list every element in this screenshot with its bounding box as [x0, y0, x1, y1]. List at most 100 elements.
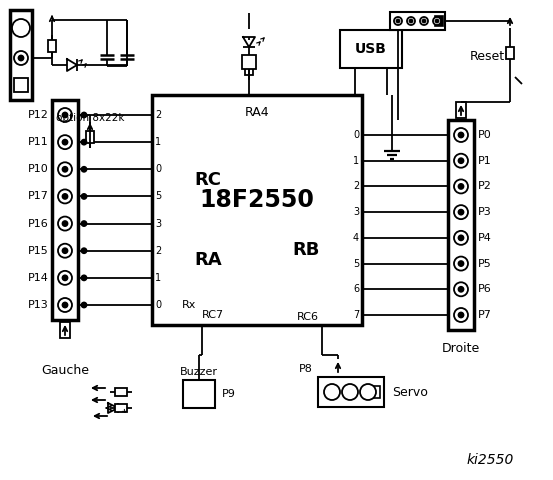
- Text: USB: USB: [355, 42, 387, 56]
- Circle shape: [454, 308, 468, 322]
- Circle shape: [422, 20, 425, 23]
- Circle shape: [62, 276, 67, 280]
- Bar: [242, 55, 256, 69]
- Bar: [152, 95, 362, 325]
- Bar: [14, 78, 28, 92]
- Text: 2: 2: [353, 181, 359, 192]
- Circle shape: [342, 384, 358, 400]
- Bar: [52, 100, 78, 320]
- Circle shape: [394, 17, 402, 25]
- Bar: [435, 16, 443, 26]
- Text: 1: 1: [155, 137, 161, 147]
- Text: Buzzer: Buzzer: [180, 367, 218, 377]
- Circle shape: [81, 302, 86, 308]
- Text: P17: P17: [28, 192, 49, 202]
- Bar: [115, 404, 127, 412]
- Text: 0: 0: [155, 164, 161, 174]
- Text: Rx: Rx: [182, 300, 196, 310]
- Text: 0: 0: [155, 300, 161, 310]
- Circle shape: [58, 271, 72, 285]
- Circle shape: [454, 180, 468, 193]
- Bar: [506, 47, 514, 59]
- Circle shape: [12, 19, 30, 37]
- Bar: [183, 380, 215, 408]
- Text: P11: P11: [28, 137, 49, 147]
- Text: 5: 5: [353, 259, 359, 269]
- Text: 18F2550: 18F2550: [200, 188, 315, 212]
- Circle shape: [454, 205, 468, 219]
- Circle shape: [420, 17, 428, 25]
- Text: P4: P4: [478, 233, 492, 243]
- Circle shape: [433, 17, 441, 25]
- Circle shape: [62, 221, 67, 226]
- Circle shape: [62, 248, 67, 253]
- Text: P3: P3: [478, 207, 492, 217]
- Text: P16: P16: [28, 218, 49, 228]
- Circle shape: [458, 210, 463, 215]
- Circle shape: [454, 154, 468, 168]
- Bar: [115, 388, 127, 396]
- Circle shape: [18, 56, 23, 60]
- Bar: [10, 10, 32, 100]
- Text: Servo: Servo: [392, 385, 428, 398]
- Text: 7: 7: [353, 310, 359, 320]
- Circle shape: [436, 20, 439, 23]
- Circle shape: [458, 312, 463, 317]
- Text: P12: P12: [28, 110, 49, 120]
- Circle shape: [458, 132, 463, 137]
- Circle shape: [81, 167, 86, 172]
- Text: Reset: Reset: [470, 50, 505, 63]
- Circle shape: [58, 244, 72, 258]
- Circle shape: [62, 167, 67, 172]
- Text: 4: 4: [353, 233, 359, 243]
- Bar: [390, 12, 445, 30]
- Text: P2: P2: [478, 181, 492, 192]
- Circle shape: [81, 140, 86, 144]
- Circle shape: [454, 282, 468, 296]
- Text: Droite: Droite: [442, 341, 480, 355]
- Circle shape: [14, 51, 28, 65]
- Bar: [318, 377, 384, 407]
- Text: RC: RC: [194, 171, 221, 189]
- Circle shape: [58, 190, 72, 204]
- Bar: [48, 40, 56, 52]
- Text: P9: P9: [222, 389, 236, 399]
- Circle shape: [458, 184, 463, 189]
- Bar: [368, 386, 380, 398]
- Text: RA: RA: [194, 251, 222, 269]
- Text: P7: P7: [478, 310, 492, 320]
- Circle shape: [458, 287, 463, 292]
- Text: RA4: RA4: [244, 107, 269, 120]
- Text: P10: P10: [28, 164, 49, 174]
- Bar: [448, 120, 474, 330]
- Text: P5: P5: [478, 259, 492, 269]
- Circle shape: [454, 128, 468, 142]
- Circle shape: [458, 261, 463, 266]
- Circle shape: [62, 194, 67, 199]
- Circle shape: [62, 302, 67, 308]
- Text: 1: 1: [155, 273, 161, 283]
- Text: 2: 2: [155, 110, 161, 120]
- Text: Gauche: Gauche: [41, 363, 89, 376]
- Text: 5: 5: [155, 192, 161, 202]
- Bar: [456, 102, 466, 118]
- Text: P14: P14: [28, 273, 49, 283]
- Circle shape: [454, 257, 468, 271]
- Circle shape: [458, 235, 463, 240]
- Text: 0: 0: [353, 130, 359, 140]
- Text: RC6: RC6: [297, 312, 319, 322]
- Circle shape: [81, 276, 86, 280]
- Circle shape: [410, 20, 413, 23]
- Circle shape: [81, 112, 86, 118]
- Circle shape: [324, 384, 340, 400]
- Circle shape: [407, 17, 415, 25]
- Text: 3: 3: [155, 218, 161, 228]
- Circle shape: [454, 231, 468, 245]
- Bar: [340, 30, 402, 68]
- Circle shape: [81, 194, 86, 199]
- Circle shape: [81, 221, 86, 226]
- Text: RB: RB: [293, 241, 320, 259]
- Text: 3: 3: [353, 207, 359, 217]
- Circle shape: [81, 248, 86, 253]
- Text: 6: 6: [353, 284, 359, 294]
